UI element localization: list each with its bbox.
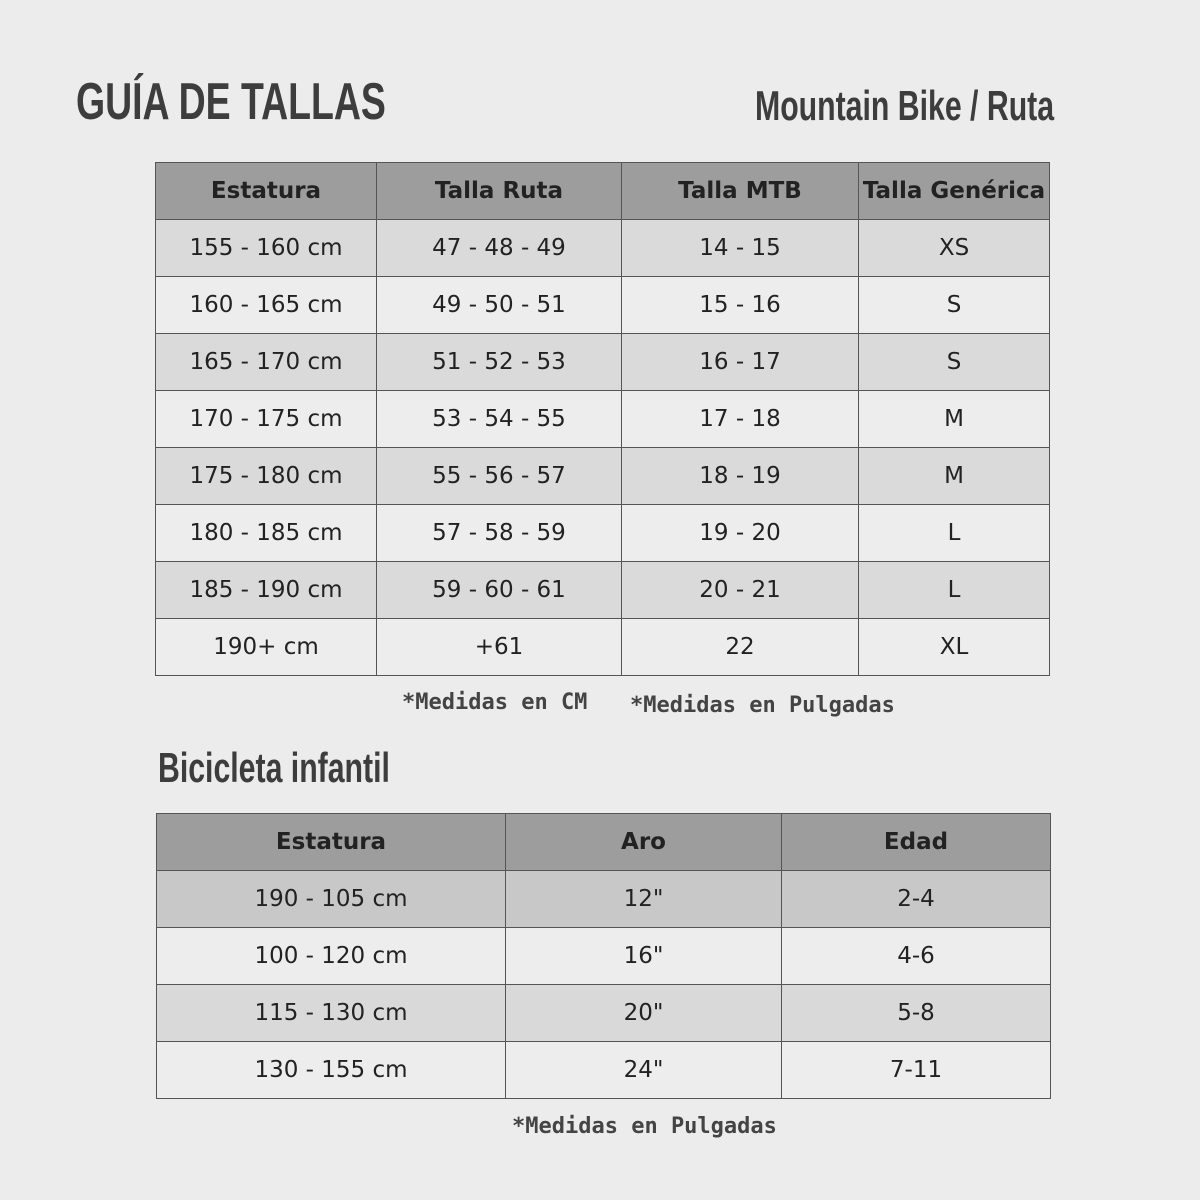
table-row: 100 - 120 cm 16" 4-6 — [156, 927, 1051, 985]
table-cell: 155 - 160 cm — [155, 219, 377, 277]
kids-size-table: Estatura Aro Edad 190 - 105 cm 12" 2-4 100 - … — [156, 813, 1051, 1099]
table-cell: 165 - 170 cm — [155, 333, 377, 391]
table-cell: 115 - 130 cm — [156, 984, 506, 1042]
table-cell: 20 - 21 — [621, 561, 859, 619]
column-header: Talla Genérica — [858, 162, 1050, 220]
table-cell: 57 - 58 - 59 — [376, 504, 622, 562]
note-inches: *Medidas en Pulgadas — [630, 693, 895, 718]
table-cell: 22 — [621, 618, 859, 676]
table-cell: 185 - 190 cm — [155, 561, 377, 619]
table-row: 185 - 190 cm 59 - 60 - 61 20 - 21 L — [155, 561, 1050, 619]
table-row: 165 - 170 cm 51 - 52 - 53 16 - 17 S — [155, 333, 1050, 391]
table-cell: L — [858, 504, 1050, 562]
table-cell: 24" — [505, 1041, 782, 1099]
table-header-row: Estatura Talla Ruta Talla MTB Talla Genéric… — [155, 162, 1050, 220]
table-cell: 190 - 105 cm — [156, 870, 506, 928]
table-cell: +61 — [376, 618, 622, 676]
table-cell: XL — [858, 618, 1050, 676]
table-row: 190 - 105 cm 12" 2-4 — [156, 870, 1051, 928]
table-cell: 16 - 17 — [621, 333, 859, 391]
table-cell: S — [858, 333, 1050, 391]
table-row: 180 - 185 cm 57 - 58 - 59 19 - 20 L — [155, 504, 1050, 562]
table-cell: L — [858, 561, 1050, 619]
note-cm: *Medidas en CM — [402, 690, 588, 715]
table-cell: 17 - 18 — [621, 390, 859, 448]
table-cell: 2-4 — [781, 870, 1051, 928]
table-row: 170 - 175 cm 53 - 54 - 55 17 - 18 M — [155, 390, 1050, 448]
table-cell: 12" — [505, 870, 782, 928]
table-cell: 175 - 180 cm — [155, 447, 377, 505]
table-cell: 170 - 175 cm — [155, 390, 377, 448]
table-cell: 18 - 19 — [621, 447, 859, 505]
table-cell: 7-11 — [781, 1041, 1051, 1099]
table-cell: 160 - 165 cm — [155, 276, 377, 334]
column-header: Edad — [781, 813, 1051, 871]
table-row: 160 - 165 cm 49 - 50 - 51 15 - 16 S — [155, 276, 1050, 334]
page-subtitle: Mountain Bike / Ruta — [755, 82, 1055, 129]
table-cell: 19 - 20 — [621, 504, 859, 562]
page-title: GUÍA DE TALLAS — [76, 73, 386, 131]
table-row: 175 - 180 cm 55 - 56 - 57 18 - 19 M — [155, 447, 1050, 505]
table-cell: 47 - 48 - 49 — [376, 219, 622, 277]
table-row: 130 - 155 cm 24" 7-11 — [156, 1041, 1051, 1099]
table-cell: 130 - 155 cm — [156, 1041, 506, 1099]
table-cell: 5-8 — [781, 984, 1051, 1042]
table-cell: 55 - 56 - 57 — [376, 447, 622, 505]
column-header: Estatura — [155, 162, 377, 220]
table-row: 155 - 160 cm 47 - 48 - 49 14 - 15 XS — [155, 219, 1050, 277]
table-cell: 4-6 — [781, 927, 1051, 985]
table-cell: 14 - 15 — [621, 219, 859, 277]
size-table: Estatura Talla Ruta Talla MTB Talla Genéric… — [155, 162, 1050, 676]
kids-section-title: Bicicleta infantil — [158, 744, 390, 791]
table-cell: M — [858, 390, 1050, 448]
column-header: Estatura — [156, 813, 506, 871]
table-row: 190+ cm +61 22 XL — [155, 618, 1050, 676]
table-cell: 190+ cm — [155, 618, 377, 676]
table-cell: 51 - 52 - 53 — [376, 333, 622, 391]
column-header: Talla Ruta — [376, 162, 622, 220]
table-cell: 100 - 120 cm — [156, 927, 506, 985]
table-cell: XS — [858, 219, 1050, 277]
table-cell: M — [858, 447, 1050, 505]
column-header: Talla MTB — [621, 162, 859, 220]
table-cell: 20" — [505, 984, 782, 1042]
kids-note-inches: *Medidas en Pulgadas — [512, 1114, 777, 1139]
column-header: Aro — [505, 813, 782, 871]
table-cell: S — [858, 276, 1050, 334]
table-cell: 180 - 185 cm — [155, 504, 377, 562]
table-cell: 49 - 50 - 51 — [376, 276, 622, 334]
table-cell: 53 - 54 - 55 — [376, 390, 622, 448]
table-cell: 15 - 16 — [621, 276, 859, 334]
table-cell: 59 - 60 - 61 — [376, 561, 622, 619]
table-header-row: Estatura Aro Edad — [156, 813, 1051, 871]
table-row: 115 - 130 cm 20" 5-8 — [156, 984, 1051, 1042]
table-cell: 16" — [505, 927, 782, 985]
